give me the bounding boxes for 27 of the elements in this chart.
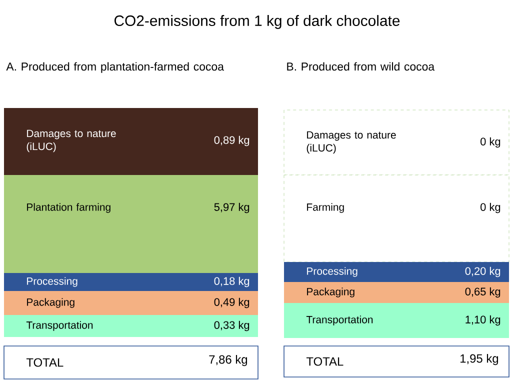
text: 7,86 kg	[209, 354, 248, 366]
category-label: Transportation	[306, 316, 373, 326]
category-label: Transportation	[26, 321, 93, 331]
data-label: 0,18 kg	[214, 276, 250, 288]
category-label: Plantation farming	[27, 203, 110, 213]
category-label: Processing	[307, 267, 358, 277]
category-label: Processing	[27, 277, 78, 287]
text: 1,95 kg	[460, 354, 498, 366]
category-label: Packaging	[27, 298, 74, 308]
category-label: Packaging	[307, 288, 354, 298]
data-label: 0,33 kg	[214, 320, 250, 332]
data-label: 0 kg	[480, 202, 500, 214]
data-label: 5,97 kg	[214, 202, 250, 214]
data-label: 0,49 kg	[214, 298, 250, 308]
text: A. Produced from plantation-farmed cocoa	[6, 62, 224, 73]
text: CO2-emissions from 1 kg of dark chocolate	[114, 15, 400, 29]
category-label: Damages to nature (iLUC)	[26, 130, 116, 152]
category-label: Damages to nature (iLUC)	[306, 131, 396, 154]
category-label: Farming	[307, 203, 344, 213]
data-label: 0,65 kg	[465, 287, 500, 298]
data-label: 0,89 kg	[214, 136, 250, 146]
data-label: 0 kg	[480, 137, 500, 148]
text: B. Produced from wild cocoa	[287, 62, 435, 71]
text: TOTAL	[306, 357, 344, 366]
text: TOTAL	[26, 358, 64, 367]
data-label: 1,10 kg	[466, 315, 500, 326]
data-label: 0,20 kg	[465, 266, 500, 278]
